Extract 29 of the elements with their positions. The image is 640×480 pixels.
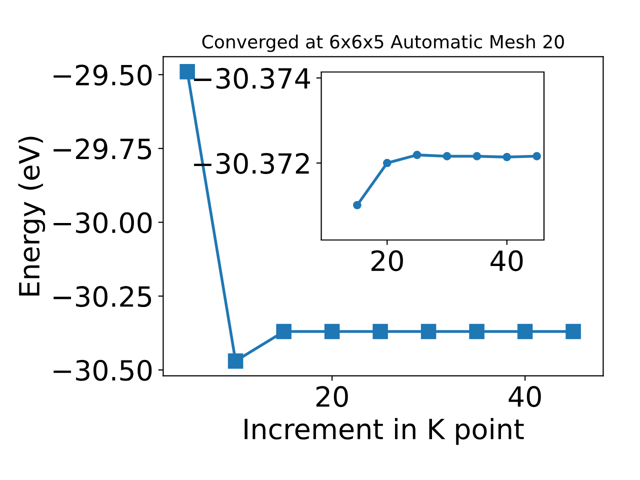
x-tick-label: 40 xyxy=(490,250,523,272)
y-tick-label: −30.50 xyxy=(54,360,152,381)
point xyxy=(532,152,541,160)
point xyxy=(472,152,482,160)
x-tick-label: 20 xyxy=(316,386,348,408)
point xyxy=(324,324,340,340)
point xyxy=(517,324,533,340)
y-tick-label: −30.374 xyxy=(194,68,310,89)
point xyxy=(382,158,392,168)
x-tick-label: 20 xyxy=(372,250,403,272)
point xyxy=(353,200,362,210)
point xyxy=(228,353,244,369)
point xyxy=(420,324,436,340)
x-tick-label: 40 xyxy=(508,386,541,408)
y-tick-label: −29.50 xyxy=(54,64,152,86)
y-axis-title: Energy (eV) xyxy=(18,136,46,296)
chart-title: Converged at 6x6x5 Automatic Mesh 20 xyxy=(202,34,564,52)
point xyxy=(180,64,195,80)
x-axis-title: Increment in K point xyxy=(244,418,524,445)
point xyxy=(469,324,484,340)
point xyxy=(412,150,422,160)
point xyxy=(566,324,581,340)
y-tick-label: −30.00 xyxy=(54,212,152,234)
y-tick-label: −30.25 xyxy=(54,286,152,308)
point xyxy=(502,152,512,162)
point xyxy=(372,324,388,340)
point xyxy=(442,152,452,160)
y-tick-label: −29.75 xyxy=(54,138,152,160)
point xyxy=(276,324,292,340)
